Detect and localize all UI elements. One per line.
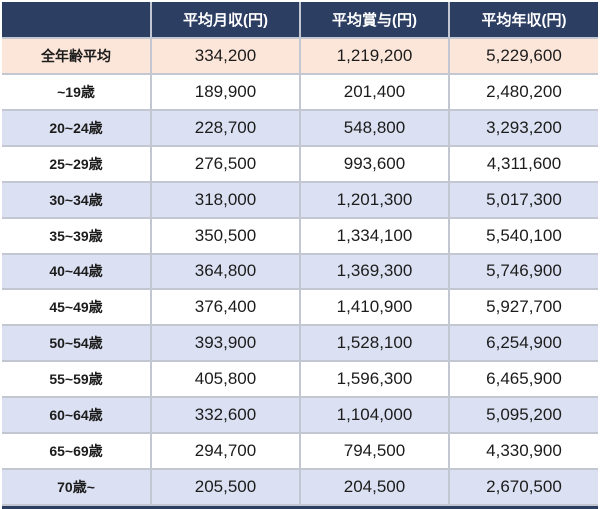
- row-label: 25~29歳: [2, 144, 152, 183]
- row-value: 1,596,300: [299, 360, 450, 399]
- table-header: 平均月収(円) 平均賞与(円) 平均年収(円): [2, 2, 598, 39]
- row-value: 548,800: [299, 108, 450, 147]
- row-value: 993,600: [299, 144, 450, 183]
- row-value: 5,746,900: [448, 252, 598, 291]
- row-value: 4,330,900: [448, 432, 598, 471]
- row-value: 205,500: [150, 468, 301, 506]
- row-value: 2,480,200: [448, 72, 598, 111]
- row-label: 35~39歳: [2, 216, 152, 255]
- row-value: 794,500: [299, 432, 450, 471]
- header-cell-annual-income: 平均年収(円): [448, 2, 598, 39]
- row-value: 350,500: [150, 216, 301, 255]
- row-value: 189,900: [150, 72, 301, 111]
- row-value: 318,000: [150, 180, 301, 219]
- table-row: 60~64歳 332,600 1,104,000 5,095,200: [2, 396, 598, 435]
- row-value: 5,017,300: [448, 180, 598, 219]
- row-value: 2,670,500: [448, 468, 598, 506]
- table-row: 70歳~ 205,500 204,500 2,670,500: [2, 468, 598, 506]
- row-value: 364,800: [150, 252, 301, 291]
- header-cell-monthly-income: 平均月収(円): [150, 2, 301, 39]
- row-label: 全年齢平均: [2, 37, 152, 75]
- table-row: 20~24歳 228,700 548,800 3,293,200: [2, 108, 598, 147]
- row-label: 20~24歳: [2, 108, 152, 147]
- row-label: 45~49歳: [2, 288, 152, 327]
- row-value: 4,311,600: [448, 144, 598, 183]
- row-value: 1,201,300: [299, 180, 450, 219]
- row-label: ~19歳: [2, 72, 152, 111]
- table-row: 30~34歳 318,000 1,201,300 5,017,300: [2, 180, 598, 219]
- header-row: 平均月収(円) 平均賞与(円) 平均年収(円): [2, 2, 598, 39]
- row-value: 393,900: [150, 324, 301, 363]
- row-value: 405,800: [150, 360, 301, 399]
- row-value: 5,229,600: [448, 37, 598, 75]
- table-row: 40~44歳 364,800 1,369,300 5,746,900: [2, 252, 598, 291]
- table-row: 50~54歳 393,900 1,528,100 6,254,900: [2, 324, 598, 363]
- table-row: 全年齢平均 334,200 1,219,200 5,229,600: [2, 37, 598, 75]
- row-value: 1,528,100: [299, 324, 450, 363]
- table-row: 55~59歳 405,800 1,596,300 6,465,900: [2, 360, 598, 399]
- header-cell-age: [2, 2, 152, 39]
- row-value: 204,500: [299, 468, 450, 506]
- row-value: 6,254,900: [448, 324, 598, 363]
- row-value: 5,540,100: [448, 216, 598, 255]
- row-value: 276,500: [150, 144, 301, 183]
- row-value: 5,927,700: [448, 288, 598, 327]
- row-value: 1,334,100: [299, 216, 450, 255]
- row-value: 294,700: [150, 432, 301, 471]
- row-label: 70歳~: [2, 468, 152, 506]
- table-body: 全年齢平均 334,200 1,219,200 5,229,600 ~19歳 1…: [2, 37, 598, 506]
- table-row: 35~39歳 350,500 1,334,100 5,540,100: [2, 216, 598, 255]
- row-value: 332,600: [150, 396, 301, 435]
- row-value: 6,465,900: [448, 360, 598, 399]
- row-value: 1,410,900: [299, 288, 450, 327]
- row-value: 228,700: [150, 108, 301, 147]
- row-label: 65~69歳: [2, 432, 152, 471]
- row-label: 30~34歳: [2, 180, 152, 219]
- row-label: 55~59歳: [2, 360, 152, 399]
- row-label: 60~64歳: [2, 396, 152, 435]
- table-row: 65~69歳 294,700 794,500 4,330,900: [2, 432, 598, 471]
- row-value: 1,369,300: [299, 252, 450, 291]
- header-cell-bonus: 平均賞与(円): [299, 2, 450, 39]
- row-value: 376,400: [150, 288, 301, 327]
- table-row: ~19歳 189,900 201,400 2,480,200: [2, 72, 598, 111]
- table-row: 45~49歳 376,400 1,410,900 5,927,700: [2, 288, 598, 327]
- row-value: 5,095,200: [448, 396, 598, 435]
- bottom-accent-bar: [2, 506, 598, 509]
- row-value: 1,219,200: [299, 37, 450, 75]
- row-value: 1,104,000: [299, 396, 450, 435]
- row-value: 334,200: [150, 37, 301, 75]
- row-value: 3,293,200: [448, 108, 598, 147]
- row-label: 50~54歳: [2, 324, 152, 363]
- row-value: 201,400: [299, 72, 450, 111]
- table-row: 25~29歳 276,500 993,600 4,311,600: [2, 144, 598, 183]
- row-label: 40~44歳: [2, 252, 152, 291]
